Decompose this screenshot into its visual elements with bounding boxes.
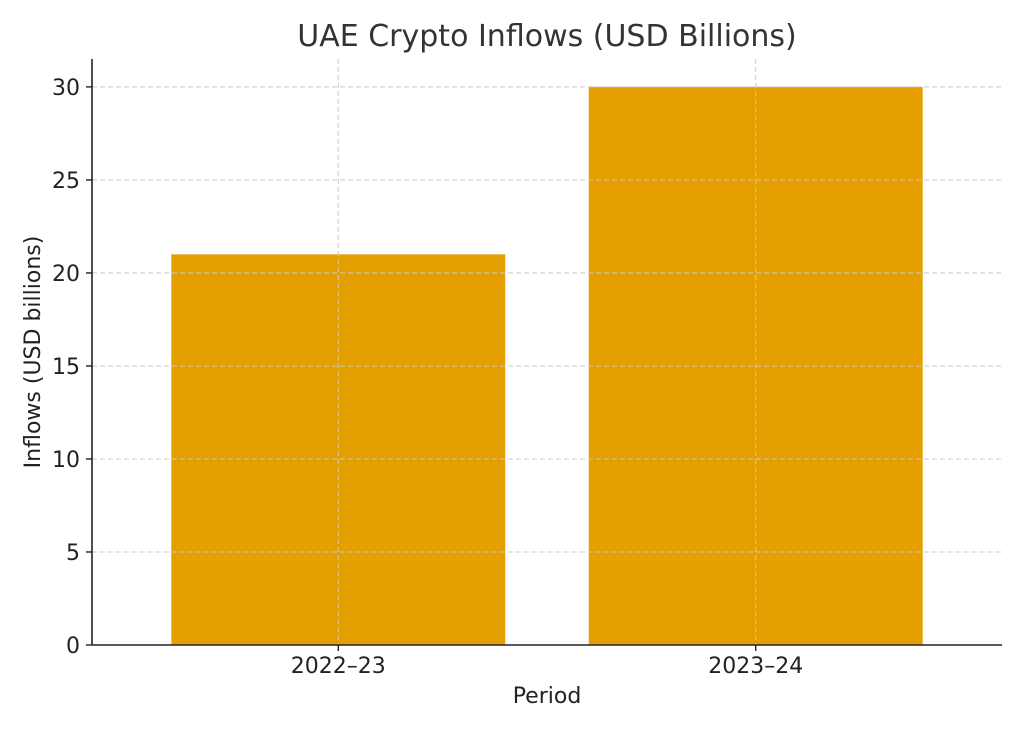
y-tick-label: 15 [52, 355, 80, 380]
bar [171, 254, 506, 646]
chart-title: UAE Crypto Inflows (USD Billions) [297, 19, 796, 54]
x-ticks: 2022–23 2023–24 [291, 645, 803, 679]
y-tick-label: 30 [52, 76, 80, 101]
y-ticks: 0 5 10 15 20 25 30 [52, 76, 92, 659]
axes [91, 59, 1002, 646]
y-axis-label: Inflows (USD billions) [21, 236, 46, 469]
y-tick-label: 20 [52, 262, 80, 287]
x-axis-label: Period [513, 684, 582, 709]
grid-lines [92, 59, 1002, 645]
y-tick-label: 25 [52, 169, 80, 194]
y-tick-label: 5 [66, 541, 80, 566]
x-tick-label: 2023–24 [708, 654, 803, 679]
y-tick-label: 0 [66, 634, 80, 659]
x-tick-label: 2022–23 [291, 654, 386, 679]
y-tick-label: 10 [52, 448, 80, 473]
